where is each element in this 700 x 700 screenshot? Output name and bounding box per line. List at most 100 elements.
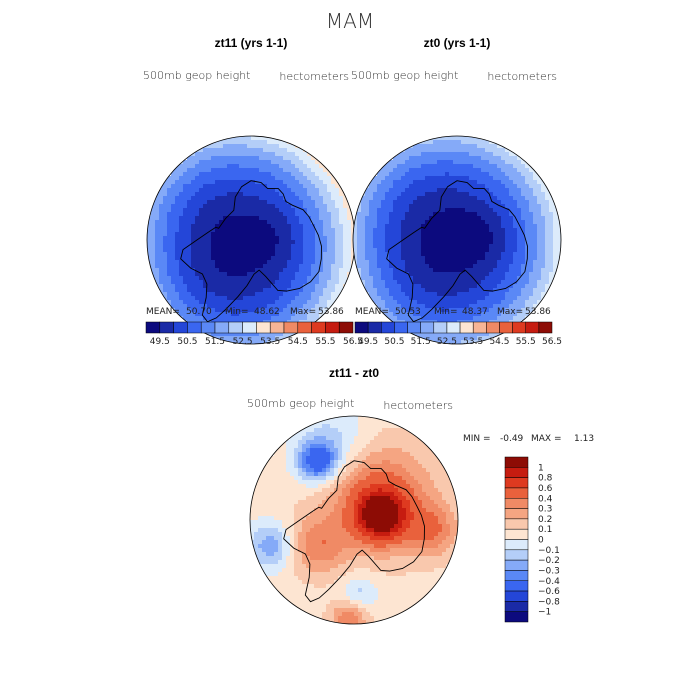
field-cell <box>215 272 220 277</box>
field-cell <box>343 252 348 257</box>
field-cell <box>235 152 240 157</box>
field-cell <box>445 316 450 321</box>
field-cell <box>437 152 442 157</box>
field-cell <box>505 208 510 213</box>
field-cell <box>421 248 426 253</box>
field-cell <box>509 276 514 281</box>
field-cell <box>271 204 276 209</box>
field-cell <box>421 228 426 233</box>
field-cell <box>227 152 232 157</box>
field-cell <box>203 288 208 293</box>
field-cell <box>461 184 466 189</box>
field-cell <box>151 224 156 229</box>
field-cell <box>393 268 398 273</box>
field-cell <box>485 336 490 341</box>
field-cell <box>187 208 192 213</box>
field-cell <box>326 460 331 465</box>
field-cell <box>418 444 423 449</box>
field-cell <box>287 240 292 245</box>
field-cell <box>291 268 296 273</box>
field-cell <box>429 228 434 233</box>
field-cell <box>489 312 494 317</box>
field-cell <box>445 312 450 317</box>
field-cell <box>393 312 398 317</box>
field-cell <box>405 164 410 169</box>
field-cell <box>211 152 216 157</box>
field-cell <box>357 268 362 273</box>
field-cell <box>457 192 462 197</box>
field-cell <box>413 220 418 225</box>
field-cell <box>433 224 438 229</box>
field-cell <box>275 300 280 305</box>
field-cell <box>267 140 272 145</box>
field-cell <box>287 204 292 209</box>
field-cell <box>541 212 546 217</box>
field-cell <box>465 212 470 217</box>
field-cell <box>291 264 296 269</box>
field-cell <box>147 236 152 241</box>
field-cell <box>481 312 486 317</box>
field-cell <box>211 224 216 229</box>
field-cell <box>417 176 422 181</box>
field-cell <box>397 260 402 265</box>
field-cell <box>493 312 498 317</box>
field-cell <box>557 272 561 277</box>
field-cell <box>255 296 260 301</box>
field-cell <box>549 216 554 221</box>
field-cell <box>239 272 244 277</box>
field-cell <box>461 276 466 281</box>
field-cell <box>271 264 276 269</box>
field-cell <box>235 268 240 273</box>
field-cell <box>263 156 268 161</box>
field-cell <box>219 140 224 145</box>
field-cell <box>481 236 486 241</box>
field-cell <box>533 252 538 257</box>
field-cell <box>389 252 394 257</box>
field-cell <box>545 204 550 209</box>
field-cell <box>461 216 466 221</box>
field-cell <box>353 220 358 225</box>
field-cell <box>549 276 554 281</box>
field-cell <box>453 204 458 209</box>
field-cell <box>311 248 316 253</box>
field-cell <box>271 268 276 273</box>
field-cell <box>441 296 446 301</box>
field-cell <box>421 300 426 305</box>
field-cell <box>553 212 558 217</box>
field-cell <box>413 312 418 317</box>
field-cell <box>279 160 284 165</box>
field-cell <box>413 276 418 281</box>
field-cell <box>417 288 422 293</box>
field-cell <box>513 304 518 309</box>
field-cell <box>291 144 296 149</box>
field-cell <box>231 288 236 293</box>
field-cell <box>405 296 410 301</box>
field-cell <box>557 280 561 285</box>
field-cell <box>457 144 462 149</box>
field-cell <box>389 196 394 201</box>
field-cell <box>239 184 244 189</box>
field-cell <box>401 204 406 209</box>
field-cell <box>179 188 184 193</box>
field-cell <box>517 304 522 309</box>
field-cell <box>469 232 474 237</box>
field-cell <box>493 208 498 213</box>
field-cell <box>489 152 494 157</box>
field-cell <box>279 248 284 253</box>
field-cell <box>287 228 292 233</box>
field-cell <box>239 248 244 253</box>
field-cell <box>409 176 414 181</box>
field-cell <box>513 308 518 313</box>
field-cell <box>179 180 184 185</box>
field-cell <box>453 268 458 273</box>
field-cell <box>521 180 526 185</box>
field-cell <box>294 448 299 453</box>
field-cell <box>485 272 490 277</box>
field-cell <box>251 264 256 269</box>
field-cell <box>331 272 336 277</box>
field-cell <box>171 228 176 233</box>
field-cell <box>485 208 490 213</box>
field-cell <box>171 184 176 189</box>
field-cell <box>493 200 498 205</box>
field-cell <box>271 180 276 185</box>
